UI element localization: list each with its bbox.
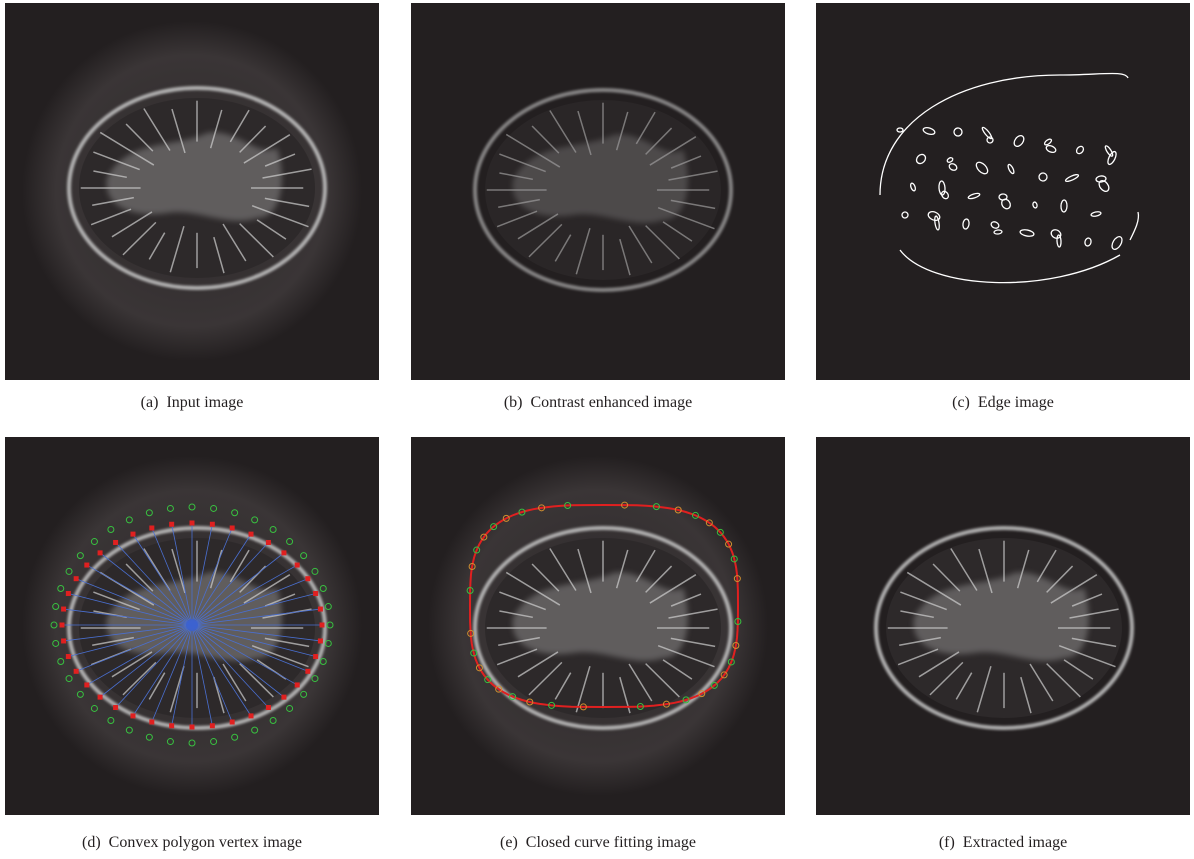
red-point [169, 522, 174, 527]
red-point [169, 723, 174, 728]
red-point [320, 623, 325, 628]
red-point [190, 521, 195, 526]
caption-label: (e) [500, 834, 518, 851]
red-point [318, 607, 323, 612]
red-point [74, 576, 79, 581]
caption-label: (a) [141, 394, 159, 411]
red-point [190, 725, 195, 730]
red-point [305, 576, 310, 581]
red-point [149, 720, 154, 725]
caption-label: (b) [504, 394, 523, 411]
caption-text: Closed curve fitting image [526, 834, 696, 851]
red-point [313, 591, 318, 596]
red-point [230, 525, 235, 530]
panel-f [816, 437, 1190, 815]
specimen [69, 88, 325, 288]
red-point [74, 669, 79, 674]
figure: (a) Input image (b) Contrast enhanced image… [0, 0, 1194, 859]
red-point [130, 532, 135, 537]
red-point [66, 654, 71, 659]
center [186, 619, 198, 631]
caption-text: Edge image [978, 394, 1054, 411]
panel-e [411, 437, 785, 815]
caption-text: Convex polygon vertex image [109, 834, 302, 851]
caption: (a) Input image [141, 394, 244, 411]
red-point [84, 563, 89, 568]
red-point [230, 720, 235, 725]
caption: (c) Edge image [952, 394, 1054, 411]
panel-d [5, 437, 379, 815]
red-point [113, 540, 118, 545]
red-point [130, 713, 135, 718]
red-point [313, 654, 318, 659]
red-point [249, 713, 254, 718]
panel-c [816, 3, 1190, 380]
caption: (b) Contrast enhanced image [504, 394, 692, 411]
caption-label: (d) [82, 834, 101, 851]
panel-a [5, 3, 379, 380]
image-frame [816, 3, 1190, 380]
red-point [98, 695, 103, 700]
panel-b [411, 3, 785, 380]
red-point [149, 525, 154, 530]
caption-text: Extracted image [963, 834, 1067, 851]
red-point [210, 723, 215, 728]
red-point [266, 705, 271, 710]
red-point [98, 550, 103, 555]
red-point [113, 705, 118, 710]
red-point [210, 522, 215, 527]
red-point [61, 607, 66, 612]
caption-text: Input image [166, 394, 243, 411]
caption-label: (f) [939, 834, 955, 851]
caption: (f) Extracted image [939, 834, 1067, 851]
red-point [249, 532, 254, 537]
red-point [266, 540, 271, 545]
red-point [295, 563, 300, 568]
caption: (d) Convex polygon vertex image [82, 834, 302, 851]
red-point [60, 623, 65, 628]
caption: (e) Closed curve fitting image [500, 834, 696, 851]
caption-text: Contrast enhanced image [530, 394, 692, 411]
specimen [876, 528, 1132, 728]
red-point [61, 638, 66, 643]
specimen [475, 90, 731, 290]
caption-label: (c) [952, 394, 970, 411]
red-point [84, 682, 89, 687]
red-point [281, 695, 286, 700]
red-point [318, 638, 323, 643]
red-point [305, 669, 310, 674]
red-point [66, 591, 71, 596]
red-point [295, 682, 300, 687]
red-point [281, 550, 286, 555]
